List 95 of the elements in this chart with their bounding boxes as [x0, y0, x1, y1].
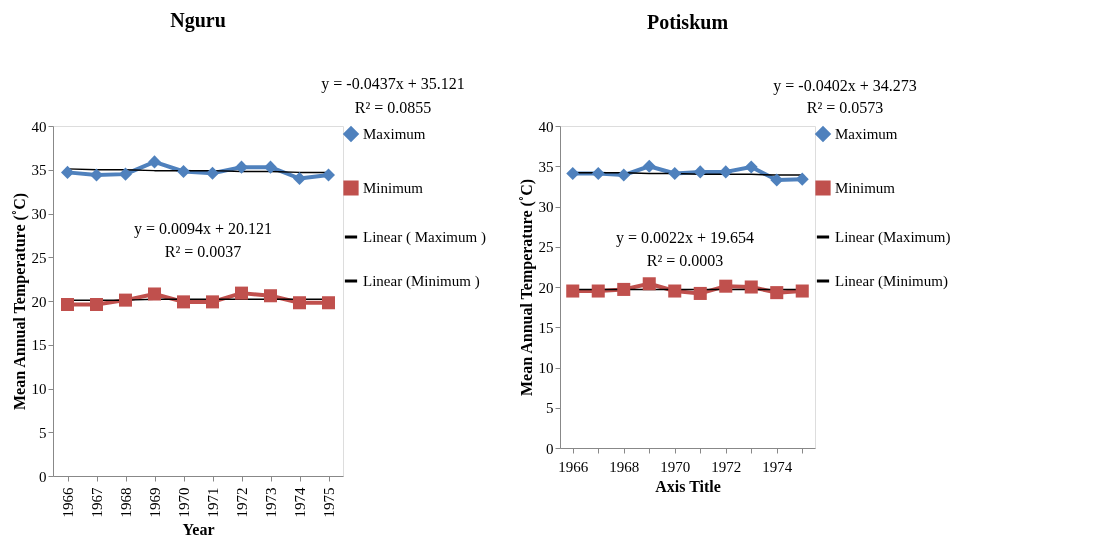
- legend-label: Maximum: [363, 126, 426, 142]
- y-tick-label: 15: [538, 319, 554, 336]
- x-tick-label: 1969: [147, 487, 163, 518]
- x-tick-label: 1975: [321, 487, 337, 518]
- annotation: y = 0.0022x + 19.654: [615, 229, 755, 247]
- text: R² = 0.0855: [354, 99, 432, 116]
- point: [205, 166, 220, 180]
- point: [89, 168, 104, 182]
- point: [292, 296, 307, 310]
- legend-label: Linear (Maximum): [835, 229, 951, 246]
- point: [617, 282, 631, 296]
- point: [591, 284, 605, 298]
- point: [668, 166, 682, 181]
- x-axis-title: Axis Title: [655, 477, 721, 495]
- y-tick-label: 15: [31, 337, 47, 354]
- x-tick-label: 1968: [609, 458, 640, 475]
- x-tick-label: 1970: [176, 487, 192, 518]
- point: [263, 160, 278, 174]
- y-tick-label: 40: [538, 118, 554, 135]
- x-tick-label: 1972: [711, 458, 742, 475]
- x-tick-label: 1968: [118, 487, 134, 518]
- point: [292, 171, 307, 186]
- x-tick-label: 1973: [263, 487, 279, 518]
- point: [89, 297, 104, 312]
- legend-label: Linear (Minimum ): [363, 273, 480, 290]
- point: [719, 165, 733, 179]
- point: [60, 165, 75, 179]
- y-tick-label: 30: [538, 199, 554, 215]
- y-tick-label: 5: [546, 400, 554, 417]
- point: [591, 166, 605, 181]
- point: [693, 286, 707, 300]
- y-tick-label: 0: [546, 440, 554, 457]
- legend-label: Linear ( Maximum ): [363, 229, 486, 246]
- legend-label: Maximum: [835, 126, 898, 142]
- x-tick-label: 1967: [89, 487, 105, 518]
- y-tick-label: 5: [39, 424, 47, 441]
- y-axis-title: Mean Annual Temperature (˚C): [517, 178, 536, 397]
- point: [147, 287, 162, 301]
- text: R² = 0.0573: [806, 99, 884, 116]
- point: [770, 173, 784, 187]
- point: [176, 295, 191, 309]
- y-tick-label: 0: [39, 468, 47, 485]
- y-tick-label: 25: [538, 239, 554, 256]
- point: [770, 286, 784, 300]
- x-tick-label: 1966: [60, 487, 76, 518]
- point: [321, 296, 336, 310]
- point: [744, 160, 758, 174]
- chart-title: Nguru: [170, 9, 226, 32]
- point: [321, 168, 336, 182]
- point: [795, 172, 809, 186]
- legend-label: Minimum: [835, 180, 896, 196]
- legend-label: Minimum: [363, 180, 424, 196]
- point: [234, 160, 249, 174]
- point: [617, 168, 631, 182]
- x-tick-label: 1974: [292, 487, 308, 518]
- y-tick-label: 35: [538, 158, 554, 175]
- point: [795, 284, 809, 298]
- y-tick-label: 20: [31, 293, 47, 310]
- x-tick-label: 1966: [558, 458, 589, 475]
- y-tick-label: 10: [538, 360, 554, 376]
- point: [118, 293, 133, 307]
- y-axis-title: Mean Annual Temperature (˚C): [10, 192, 29, 411]
- y-tick-label: 25: [31, 249, 47, 266]
- y-tick-label: 35: [31, 162, 47, 179]
- point: [642, 277, 656, 291]
- x-axis-title: Year: [182, 520, 215, 538]
- point: [668, 284, 682, 298]
- point: [642, 159, 656, 173]
- point: [60, 297, 75, 312]
- point: [566, 284, 580, 298]
- y-tick-label: 10: [31, 381, 47, 397]
- x-tick-label: 1972: [234, 487, 250, 518]
- point: [744, 280, 758, 294]
- x-tick-label: 1974: [762, 458, 793, 475]
- annotation: y = 0.0094x + 20.121: [133, 220, 273, 238]
- legend-label: Linear (Minimum): [835, 273, 948, 290]
- point: [118, 167, 133, 181]
- text: y = -0.0402x + 34.273: [773, 77, 917, 95]
- annotation: R² = 0.0037: [164, 243, 242, 260]
- x-tick-label: 1970: [660, 458, 691, 475]
- text: y = -0.0437x + 35.121: [321, 75, 465, 93]
- y-tick-label: 40: [31, 118, 47, 135]
- y-tick-label: 20: [538, 279, 554, 296]
- annotation: R² = 0.0003: [646, 252, 724, 269]
- point: [719, 279, 733, 293]
- point: [693, 165, 707, 179]
- point: [263, 289, 278, 303]
- chart-title: Potiskum: [646, 11, 729, 33]
- point: [176, 164, 191, 179]
- point: [234, 286, 249, 300]
- point: [147, 155, 162, 169]
- y-tick-label: 30: [31, 206, 47, 222]
- point: [205, 295, 220, 309]
- point: [566, 166, 580, 181]
- x-tick-label: 1971: [205, 487, 221, 518]
